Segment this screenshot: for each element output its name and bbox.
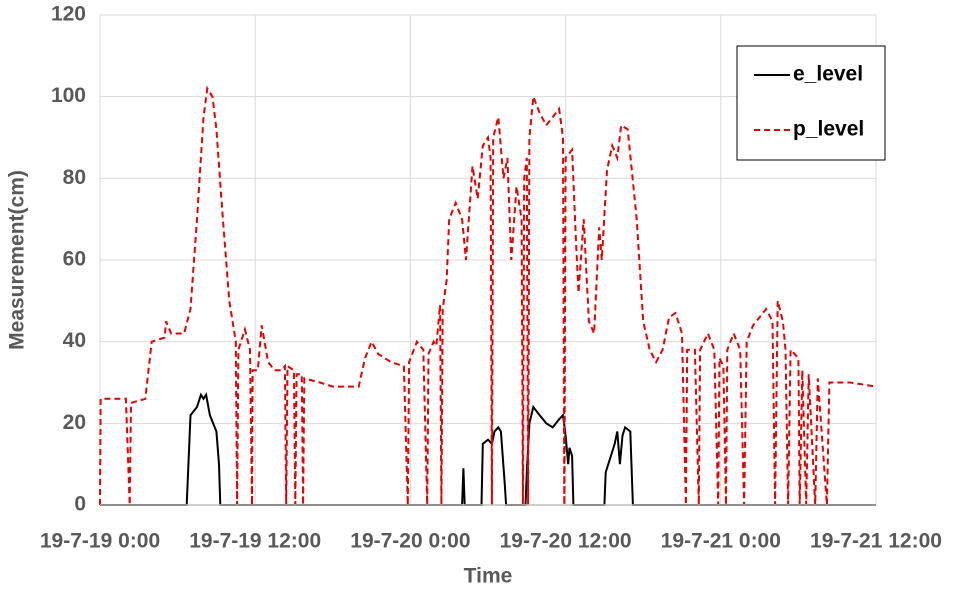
y-tick-label: 20 — [63, 411, 86, 434]
x-tick-label: 19-7-19 12:00 — [189, 530, 321, 553]
y-axis-label: Measurement(cm) — [6, 170, 29, 350]
x-tick-label: 19-7-21 0:00 — [661, 530, 781, 553]
legend-label: e_level — [793, 63, 863, 86]
y-tick-label: 0 — [74, 493, 86, 516]
plot-area — [99, 14, 877, 506]
y-tick-label: 60 — [63, 248, 86, 271]
x-tick-label: 19-7-19 0:00 — [40, 530, 160, 553]
line — [99, 85, 877, 506]
x-tick-label: 19-7-20 12:00 — [500, 530, 632, 553]
legend-label: p_level — [793, 118, 864, 141]
x-tick-label: 19-7-21 12:00 — [810, 530, 942, 553]
y-tick-label: 80 — [63, 166, 86, 189]
legend — [736, 45, 886, 161]
line — [100, 392, 876, 506]
y-tick-label: 120 — [51, 3, 86, 26]
x-axis-label: Time — [464, 565, 513, 588]
y-tick-label: 100 — [51, 84, 86, 107]
y-tick-label: 40 — [63, 329, 86, 352]
x-tick-label: 19-7-20 0:00 — [350, 530, 470, 553]
